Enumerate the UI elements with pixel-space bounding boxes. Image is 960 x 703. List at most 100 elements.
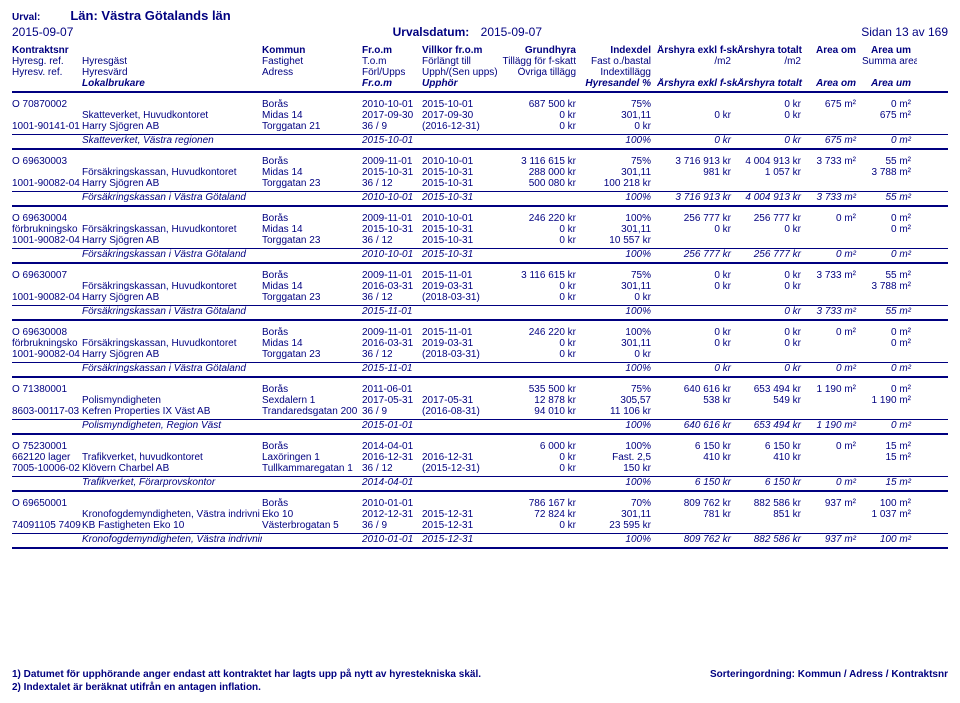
cell: 2010-10-01 xyxy=(362,192,422,203)
cell xyxy=(502,420,582,431)
cell: 0 kr xyxy=(737,270,807,281)
cell: Förlängt till xyxy=(422,56,502,67)
cell xyxy=(657,463,737,474)
cell: 2016-03-31 xyxy=(362,281,422,292)
cell: 100% xyxy=(582,213,657,224)
cell xyxy=(12,363,82,374)
cell: (2018-03-31) xyxy=(422,292,502,303)
cell: Klövern Charbel AB xyxy=(82,463,262,474)
table-row: 1001-90082-04Harry Sjögren ABTorggatan 2… xyxy=(12,235,948,246)
cell: Årshyra exkl f-skatt xyxy=(657,45,737,56)
cell xyxy=(82,498,262,509)
cell: Torggatan 23 xyxy=(262,292,362,303)
cell xyxy=(657,406,737,417)
cell: 675 m² xyxy=(807,135,862,146)
table-row: O 71380001Borås2011-06-01535 500 kr75%64… xyxy=(12,384,948,395)
cell xyxy=(862,67,917,78)
cell: 100% xyxy=(582,327,657,338)
cell xyxy=(12,534,82,545)
cell: 662120 lager xyxy=(12,452,82,463)
cell: Trafikverket, huvudkontoret xyxy=(82,452,262,463)
cell xyxy=(502,363,582,374)
cell: Sexdalern 1 xyxy=(262,395,362,406)
cell xyxy=(422,135,502,146)
cell: 1 037 m² xyxy=(862,509,917,520)
cell: 94 010 kr xyxy=(502,406,582,417)
cell: 851 kr xyxy=(737,509,807,520)
cell: 0 kr xyxy=(502,121,582,132)
cell: Midas 14 xyxy=(262,224,362,235)
cell xyxy=(82,270,262,281)
cell: 653 494 kr xyxy=(737,384,807,395)
cell xyxy=(82,99,262,110)
table-row: Försäkringskassan, HuvudkontoretMidas 14… xyxy=(12,167,948,178)
cell: 0 kr xyxy=(502,110,582,121)
cell: 15 m² xyxy=(862,452,917,463)
table-row: Trafikverket, Förarprovskontor2014-04-01… xyxy=(12,477,948,488)
cell: 2017-09-30 xyxy=(362,110,422,121)
cell: 75% xyxy=(582,156,657,167)
cell: 2009-11-01 xyxy=(362,213,422,224)
cell: 2019-03-31 xyxy=(422,281,502,292)
cell: 3 716 913 kr xyxy=(657,192,737,203)
table-row: förbrukningskoFörsäkringskassan, Huvudko… xyxy=(12,338,948,349)
cell: Harry Sjögren AB xyxy=(82,178,262,189)
cell: 2015-10-01 xyxy=(362,135,422,146)
cell: Förl/Upps xyxy=(362,67,422,78)
cell: 4 004 913 kr xyxy=(737,192,807,203)
cell: 75% xyxy=(582,270,657,281)
cell: 2012-12-31 xyxy=(362,509,422,520)
cell: 100 218 kr xyxy=(582,178,657,189)
cell: 2010-10-01 xyxy=(422,156,502,167)
cell: KB Fastigheten Eko 10 xyxy=(82,520,262,531)
cell: 75% xyxy=(582,384,657,395)
cell xyxy=(12,78,82,89)
cell xyxy=(657,178,737,189)
cell: Midas 14 xyxy=(262,281,362,292)
cell: Skatteverket, Västra regionen xyxy=(82,135,262,146)
table-row: förbrukningskoFörsäkringskassan, Huvudko… xyxy=(12,224,948,235)
cell: 538 kr xyxy=(657,395,737,406)
cell: Borås xyxy=(262,327,362,338)
cell: Skatteverket, Huvudkontoret xyxy=(82,110,262,121)
cell: Kommun xyxy=(262,45,362,56)
cell: förbrukningsko xyxy=(12,224,82,235)
cell: 0 kr xyxy=(737,99,807,110)
cell: Harry Sjögren AB xyxy=(82,235,262,246)
cell: 0 m² xyxy=(862,213,917,224)
cell: 0 kr xyxy=(657,224,737,235)
cell: 0 kr xyxy=(502,224,582,235)
cell xyxy=(422,498,502,509)
cell: 6 150 kr xyxy=(737,441,807,452)
cell xyxy=(82,384,262,395)
cell: 2009-11-01 xyxy=(362,327,422,338)
cell: 0 kr xyxy=(502,520,582,531)
cell xyxy=(82,45,262,56)
cell: 1001-90082-04 xyxy=(12,178,82,189)
data-groups: O 70870002Borås2010-10-012015-10-01687 5… xyxy=(12,99,948,549)
cell: Fast. 2,5 xyxy=(582,452,657,463)
cell: 100% xyxy=(582,249,657,260)
contract-group: O 69650001Borås2010-01-01786 167 kr70%80… xyxy=(12,498,948,549)
cell: Borås xyxy=(262,213,362,224)
cell: Trafikverket, Förarprovskontor xyxy=(82,477,262,488)
cell: Hyresandel % xyxy=(582,78,657,89)
cell xyxy=(262,249,362,260)
cell: 6 150 kr xyxy=(737,477,807,488)
cell: 256 777 kr xyxy=(737,213,807,224)
cell xyxy=(807,338,862,349)
cell xyxy=(862,292,917,303)
cell: 36 / 12 xyxy=(362,235,422,246)
cell: 0 kr xyxy=(657,110,737,121)
cell: 1001-90082-04 xyxy=(12,235,82,246)
cell: 3 788 m² xyxy=(862,167,917,178)
cell: 100 m² xyxy=(862,534,917,545)
table-row: 74091105 7409KB Fastigheten Eko 10Väster… xyxy=(12,520,948,531)
cell: 535 500 kr xyxy=(502,384,582,395)
cell: 305,57 xyxy=(582,395,657,406)
cell: (2016-12-31) xyxy=(422,121,502,132)
cell xyxy=(807,224,862,235)
cell: Polismyndigheten, Region Väst xyxy=(82,420,262,431)
cell: 0 kr xyxy=(737,110,807,121)
cell xyxy=(657,349,737,360)
